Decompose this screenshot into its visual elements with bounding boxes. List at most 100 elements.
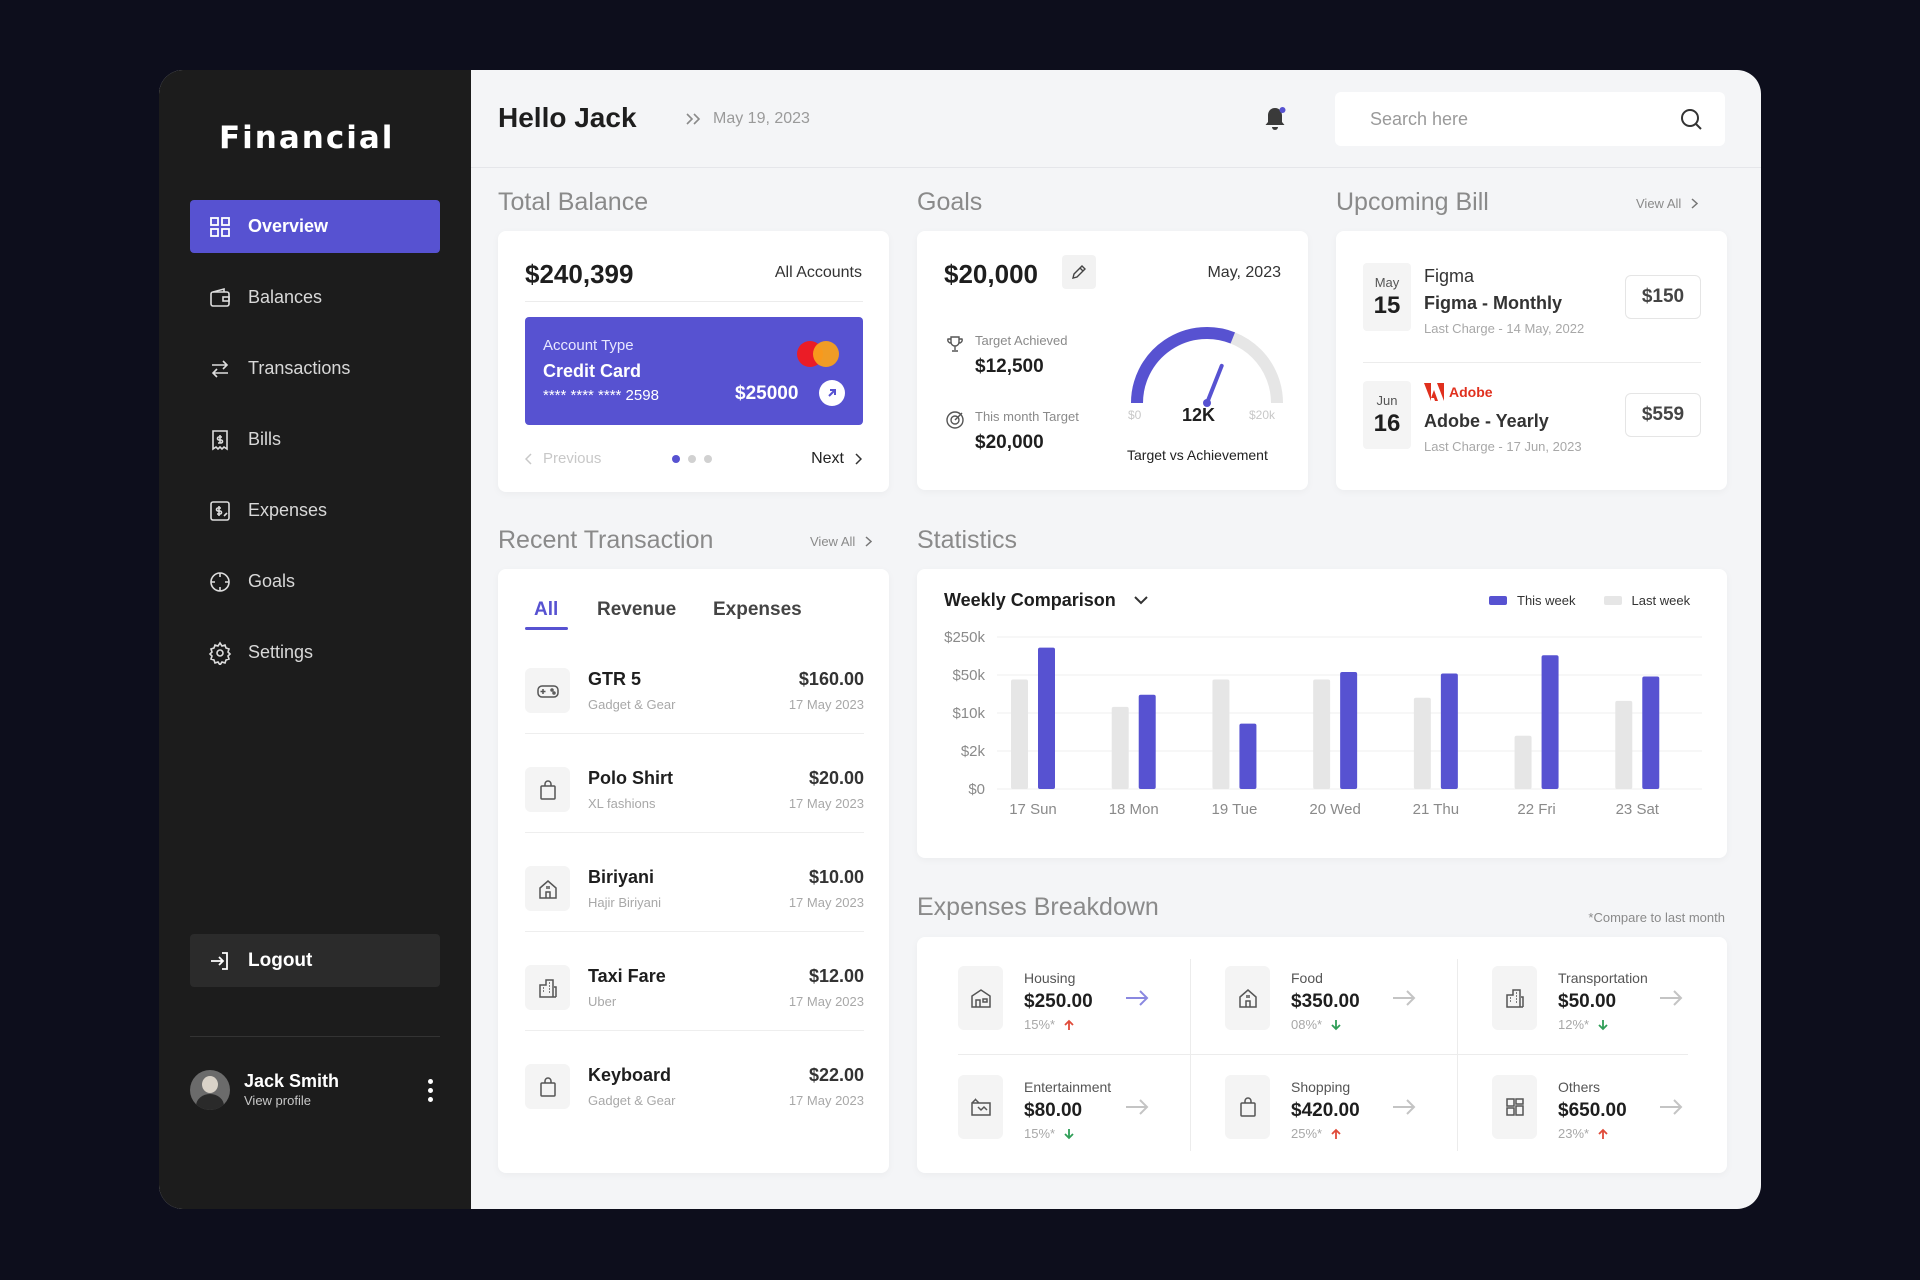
transaction-date: 17 May 2023 (788, 895, 864, 910)
expense-item-food[interactable]: Food $350.00 08%* (1184, 940, 1450, 1050)
arrow-right-icon[interactable] (1659, 990, 1683, 1006)
bar-this-week[interactable] (1038, 647, 1055, 789)
sidebar-item-expenses[interactable]: Expenses (190, 484, 440, 537)
bar-last-week[interactable] (1413, 697, 1431, 789)
expense-category: Housing (1024, 970, 1076, 986)
search-box[interactable] (1335, 92, 1725, 146)
previous-label: Previous (543, 450, 602, 467)
arrow-right-icon[interactable] (1659, 1099, 1683, 1115)
credit-card[interactable]: Account Type Credit Card **** **** **** … (525, 317, 863, 425)
transaction-row[interactable]: GTR 5 Gadget & Gear $160.00 17 May 2023 (525, 635, 864, 734)
bell-icon[interactable] (1260, 104, 1290, 134)
y-tick-label: $10k (952, 705, 985, 722)
figma-logo: Figma (1424, 266, 1475, 286)
arrow-right-icon[interactable] (1392, 1099, 1416, 1115)
x-tick-label: 23 Sat (1616, 801, 1660, 818)
adobe-icon (1424, 383, 1444, 401)
bar-this-week[interactable] (1239, 723, 1257, 789)
bar-this-week[interactable] (1440, 673, 1458, 789)
gauge-fill (1131, 326, 1236, 404)
arrow-up-icon (1598, 1128, 1608, 1139)
bills-view-all-link[interactable]: View All (1636, 196, 1699, 211)
sidebar-item-label: Settings (248, 642, 314, 662)
divider (525, 301, 863, 302)
edit-goal-button[interactable] (1062, 255, 1096, 289)
y-tick-label: $50k (952, 667, 985, 684)
all-accounts-label[interactable]: All Accounts (774, 264, 862, 281)
bar-this-week[interactable] (1541, 655, 1559, 789)
carousel-dots[interactable] (672, 455, 712, 463)
weekly-comparison-dropdown[interactable]: Weekly Comparison (944, 590, 1148, 611)
goals-month[interactable]: May, 2023 (1207, 264, 1281, 281)
sidebar-item-bills[interactable]: Bills (190, 413, 440, 466)
expense-item-housing[interactable]: Housing $250.00 15%* (917, 940, 1183, 1050)
bar-this-week[interactable] (1340, 671, 1358, 789)
bar-last-week[interactable] (1011, 679, 1028, 789)
total-balance-title: Total Balance (498, 188, 649, 216)
goal-gauge (1131, 326, 1283, 407)
sidebar-item-transactions[interactable]: Transactions (190, 342, 440, 395)
search-input[interactable] (1370, 108, 1679, 130)
legend-this-week: This week (1489, 593, 1576, 608)
arrow-up-icon (1331, 1128, 1341, 1139)
bag-icon (1225, 1075, 1270, 1139)
search-icon[interactable] (1679, 107, 1703, 131)
account-type-label: Account Type (543, 337, 634, 354)
bar-this-week[interactable] (1138, 694, 1156, 789)
bar-last-week[interactable] (1615, 700, 1633, 789)
bill-icon (212, 429, 228, 450)
bar-this-week[interactable] (1642, 676, 1660, 789)
expense-item-shopping[interactable]: Shopping $420.00 25%* (1184, 1049, 1450, 1159)
app-window: Financial Overview Balances Transactions… (159, 70, 1761, 1209)
sidebar-item-label: Bills (248, 429, 282, 449)
bar-last-week[interactable] (1514, 735, 1532, 789)
tab-active-indicator (525, 627, 568, 630)
bill-item[interactable]: Jun 16 Adobe Adobe - Yearly Last Charge … (1363, 349, 1701, 459)
expense-item-others[interactable]: Others $650.00 23%* (1451, 1049, 1717, 1159)
view-all-label: View All (1636, 196, 1682, 211)
bill-price: $150 (1625, 275, 1701, 319)
arrow-right-icon[interactable] (1125, 990, 1149, 1006)
tab-revenue[interactable]: Revenue (597, 599, 677, 620)
expense-amount: $650.00 (1558, 1100, 1627, 1121)
transaction-category: XL fashions (588, 796, 656, 811)
bill-price: $559 (1625, 393, 1701, 437)
ticket-icon (958, 1075, 1003, 1139)
arrow-right-icon[interactable] (1392, 990, 1416, 1006)
sidebar-item-overview[interactable]: Overview (190, 200, 440, 253)
expense-category: Shopping (1291, 1079, 1351, 1095)
upcoming-bill-card: May 15 Figma Figma - Monthly Last Charge… (1336, 231, 1727, 490)
transaction-row[interactable]: Polo Shirt XL fashions $20.00 17 May 202… (525, 734, 864, 833)
gauge-value: 12K (1182, 405, 1216, 425)
expense-item-transportation[interactable]: Transportation $50.00 12%* (1451, 940, 1717, 1050)
arrow-right-icon[interactable] (1125, 1099, 1149, 1115)
sidebar-item-goals[interactable]: Goals (190, 555, 440, 608)
logout-button[interactable]: Logout (190, 934, 440, 987)
card-open-icon[interactable] (819, 380, 845, 406)
bar-last-week[interactable] (1313, 679, 1331, 789)
transaction-row[interactable]: Biriyani Hajir Biriyani $10.00 17 May 20… (525, 833, 864, 932)
sidebar-item-settings[interactable]: Settings (190, 626, 440, 679)
gamepad-icon (525, 668, 570, 713)
tab-expenses[interactable]: Expenses (713, 599, 802, 620)
tab-all[interactable]: All (534, 599, 559, 620)
expense-item-entertainment[interactable]: Entertainment $80.00 15%* (917, 1049, 1183, 1159)
profile-block[interactable]: Jack Smith View profile (190, 1065, 440, 1115)
sidebar-item-balances[interactable]: Balances (190, 271, 440, 324)
expense-category: Transportation (1558, 970, 1648, 986)
bar-last-week[interactable] (1111, 706, 1129, 789)
transaction-row[interactable]: Taxi Fare Uber $12.00 17 May 2023 (525, 932, 864, 1031)
bill-date: May 15 (1363, 263, 1411, 331)
bill-item[interactable]: May 15 Figma Figma - Monthly Last Charge… (1363, 231, 1701, 341)
header-date: May 19, 2023 (713, 110, 810, 127)
month-target-value: $20,000 (975, 432, 1044, 453)
previous-button[interactable]: Previous (525, 450, 601, 467)
transaction-row[interactable]: Keyboard Gadget & Gear $22.00 17 May 202… (525, 1031, 864, 1130)
next-button[interactable]: Next (811, 450, 862, 468)
kebab-menu-icon[interactable] (420, 1078, 440, 1102)
target-achieved-value: $12,500 (975, 356, 1044, 377)
bar-last-week[interactable] (1212, 679, 1230, 789)
transactions-view-all-link[interactable]: View All (810, 534, 873, 549)
view-profile-link[interactable]: View profile (244, 1092, 311, 1108)
logout-label: Logout (248, 949, 313, 971)
